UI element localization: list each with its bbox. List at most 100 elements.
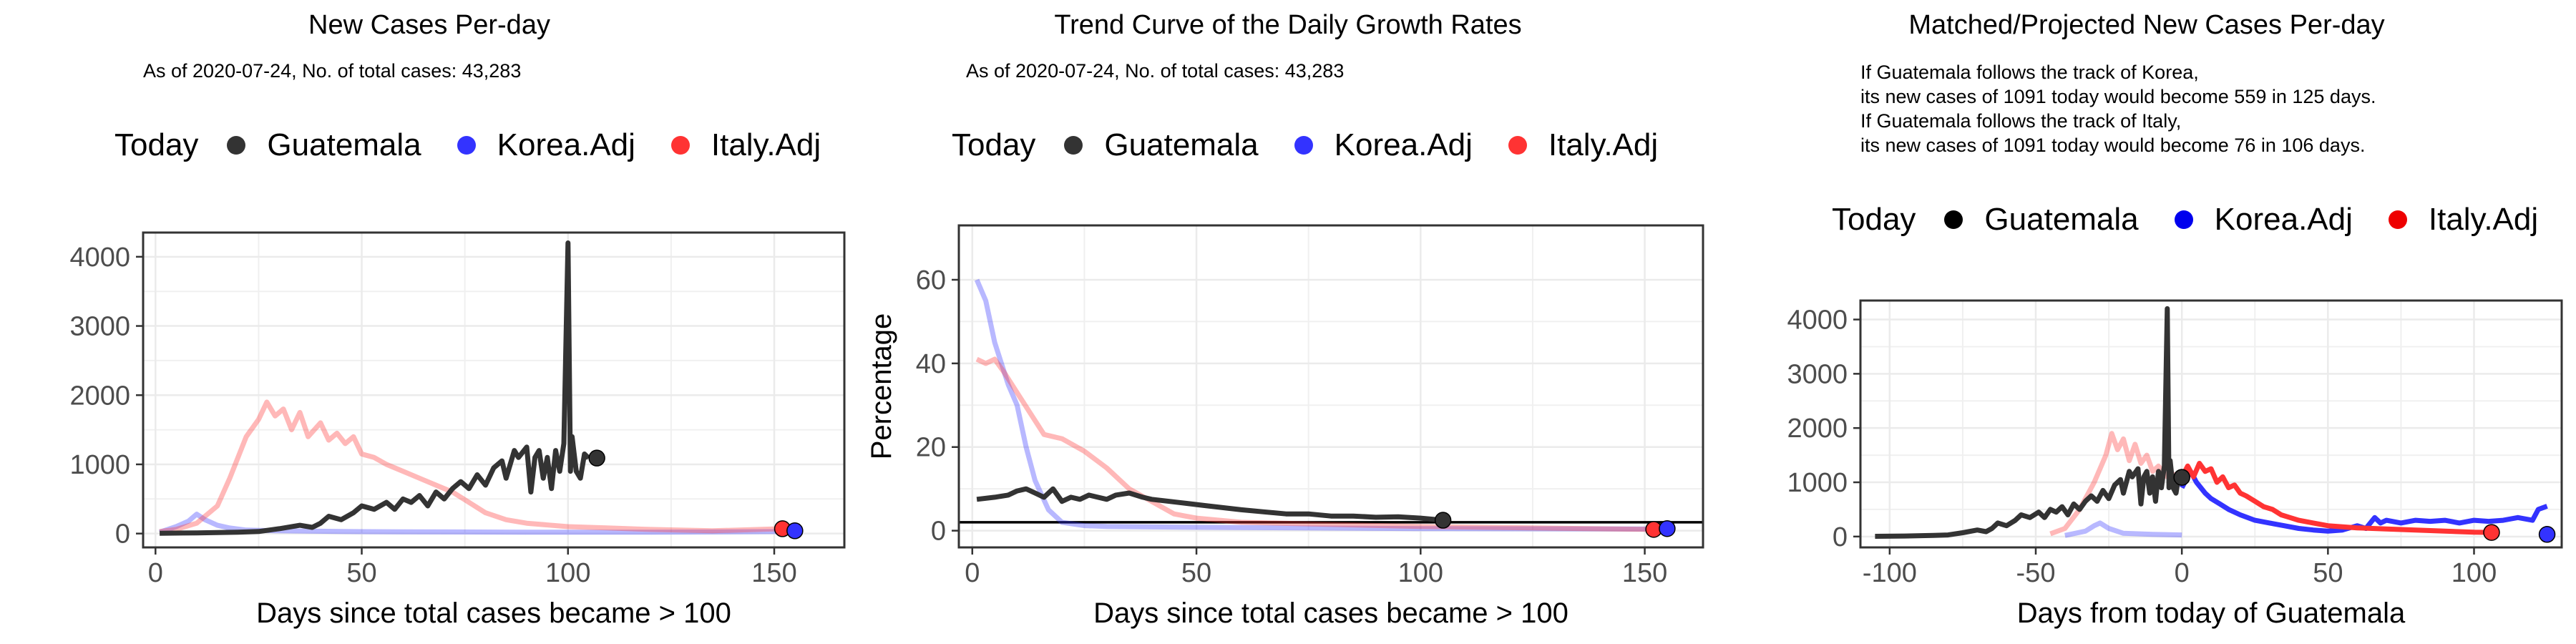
y-tick-label: 0 [1833, 522, 1848, 552]
series-line-guatemala [976, 486, 1443, 523]
plot-border [142, 231, 846, 549]
legend-dot-italy [2388, 210, 2407, 229]
legend-label-italy: Italy.Adj [711, 127, 821, 162]
x-tick-label: 50 [346, 558, 376, 588]
legend-item-guatemala: Guatemala [1944, 202, 2139, 238]
x-tick-label: 150 [1622, 558, 1667, 588]
legend-item-korea: Korea.Adj [1294, 127, 1473, 163]
x-tick-label: 150 [751, 558, 796, 588]
x-tick-label: 100 [2451, 558, 2497, 588]
series-line-italy-adj [975, 356, 1654, 532]
chart-panel-new-cases: New Cases Per-day As of 2020-07-24, No. … [0, 0, 859, 644]
series-line-korea-adj [158, 512, 795, 535]
chart-title: Trend Curve of the Daily Growth Rates [1054, 10, 1522, 40]
chart-panel-growth-rates: Trend Curve of the Daily Growth Rates As… [859, 0, 1717, 644]
x-tick-label: 0 [148, 558, 163, 588]
legend-label-guatemala: Guatemala [267, 127, 421, 162]
legend: Today Guatemala Korea.Adj Italy.Adj [952, 127, 1694, 163]
chart-panel-projected: Matched/Projected New Cases Per-day If G… [1717, 0, 2576, 644]
y-tick-label: 2000 [69, 381, 130, 411]
y-tick-label: 3000 [1787, 359, 1848, 389]
series-line-guatemala [1875, 306, 2184, 539]
legend-label-korea: Korea.Adj [2214, 202, 2353, 237]
legend-label-korea: Korea.Adj [497, 127, 635, 162]
today-point-guatemala [1434, 512, 1452, 529]
legend-label-italy: Italy.Adj [2428, 202, 2539, 237]
today-point-korea-adj [2538, 526, 2556, 543]
plot-background [143, 233, 844, 547]
legend: Today Guatemala Korea.Adj Italy.Adj [114, 127, 857, 163]
today-point-guatemala [2173, 469, 2190, 486]
legend-dot-korea [2174, 210, 2193, 229]
legend-item-italy: Italy.Adj [2388, 202, 2539, 238]
today-point-italy-adj [2483, 524, 2500, 541]
series-line-korea-adj-past [2064, 520, 2182, 538]
legend-dot-korea [457, 136, 476, 155]
plot-border [957, 224, 1704, 549]
chart-title: Matched/Projected New Cases Per-day [1908, 10, 2385, 40]
note-line: its new cases of 1091 today would become… [1860, 86, 2376, 107]
x-tick-label: 0 [2175, 558, 2190, 588]
series-line-italy-adj [2180, 461, 2492, 535]
legend-dot-italy [670, 136, 690, 155]
y-tick-label: 1000 [1787, 468, 1848, 498]
legend-dot-guatemala [227, 136, 246, 155]
x-tick-label: 0 [965, 558, 980, 588]
y-axis-label: Percentage [866, 313, 897, 460]
legend-label-italy: Italy.Adj [1548, 127, 1659, 162]
y-tick-label: 20 [916, 433, 946, 463]
projection-note: If Guatemala follows the track of Korea,… [1860, 60, 2376, 157]
note-line: If Guatemala follows the track of Italy, [1860, 110, 2182, 132]
x-axis-label: Days since total cases became > 100 [256, 597, 731, 629]
chart-plot-growth-rates: 0 50 100 150 0 20 40 60 Days since total cases b… [866, 224, 1704, 629]
legend-item-italy: Italy.Adj [1508, 127, 1658, 163]
y-tick-label: 3000 [69, 312, 130, 342]
x-tick-label: 100 [1398, 558, 1443, 588]
legend-dot-guatemala [1944, 210, 1963, 229]
x-tick-label: 50 [2313, 558, 2343, 588]
legend-title: Today [114, 127, 199, 162]
y-tick-label: 60 [916, 265, 946, 296]
legend-label-guatemala: Guatemala [1104, 127, 1259, 162]
legend-item-guatemala: Guatemala [227, 127, 421, 163]
x-tick-label: -100 [1863, 558, 1917, 588]
plot-background [1860, 301, 2562, 547]
legend-dot-guatemala [1064, 136, 1083, 155]
y-tick-label: 4000 [1787, 306, 1848, 336]
today-point-korea-adj [1659, 519, 1676, 537]
legend-title: Today [952, 127, 1036, 162]
legend-title: Today [1832, 202, 1916, 237]
y-tick-label: 0 [931, 517, 946, 547]
x-tick-label: 100 [545, 558, 590, 588]
legend-dot-korea [1294, 136, 1313, 155]
x-tick-label: -50 [2016, 558, 2056, 588]
y-tick-label: 2000 [1787, 414, 1848, 444]
plot-border [1859, 299, 2563, 549]
y-tick-label: 4000 [69, 243, 130, 273]
legend-item-korea: Korea.Adj [457, 127, 635, 163]
legend: Today Guatemala Korea.Adj Italy.Adj [1832, 202, 2574, 238]
legend-item-guatemala: Guatemala [1064, 127, 1259, 163]
today-point-guatemala [588, 449, 605, 467]
y-tick-label: 1000 [69, 450, 130, 480]
legend-item-italy: Italy.Adj [670, 127, 821, 163]
chart-title: New Cases Per-day [308, 10, 550, 40]
series-line-italy-adj [159, 399, 783, 535]
x-axis-label: Days from today of Guatemala [2017, 597, 2406, 629]
chart-subtitle: As of 2020-07-24, No. of total cases: 43… [966, 60, 1345, 82]
chart-subtitle: As of 2020-07-24, No. of total cases: 43… [143, 60, 522, 82]
legend-dot-italy [1508, 136, 1527, 155]
legend-label-korea: Korea.Adj [1334, 127, 1473, 162]
y-tick-label: 0 [115, 519, 130, 550]
y-tick-label: 40 [916, 349, 946, 379]
legend-item-korea: Korea.Adj [2174, 202, 2353, 238]
x-tick-label: 50 [1181, 558, 1211, 588]
note-line: If Guatemala follows the track of Korea, [1860, 62, 2199, 83]
series-line-guatemala [160, 240, 591, 536]
chart-plot-new-cases: 0 50 100 150 0 1000 2000 3000 4000 Days since tot… [69, 231, 846, 629]
x-axis-label: Days since total cases became > 100 [1093, 597, 1568, 629]
legend-label-guatemala: Guatemala [1984, 202, 2139, 237]
note-line: its new cases of 1091 today would become… [1860, 135, 2366, 156]
today-point-korea-adj [786, 522, 804, 540]
